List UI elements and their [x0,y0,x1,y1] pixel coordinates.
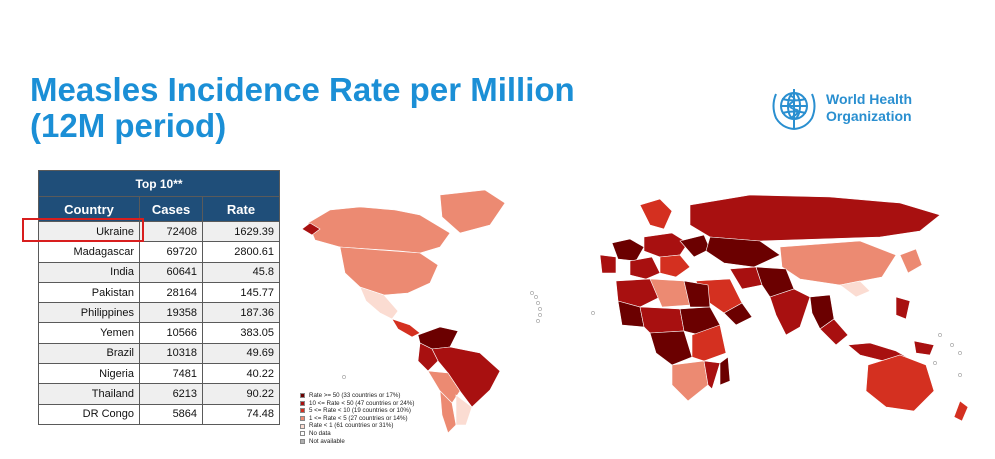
table-body: Ukraine 72408 1629.39 Madagascar 69720 2800.6… [38,220,280,425]
legend-swatch [300,393,305,399]
top10-table: Top 10** Country Cases Rate Ukraine 72408… [38,170,280,425]
legend-label: 5 <= Rate < 10 (19 countries or 10%) [309,407,411,415]
country-cell: Pakistan [38,281,140,304]
legend-label: 10 <= Rate < 50 (47 countries or 24%) [309,399,415,407]
table-row: Pakistan 28164 145.77 [38,281,280,304]
cases-cell: 10566 [138,322,204,344]
country-cell: Yemen [38,322,140,344]
country-cell: Thailand [38,383,140,405]
legend-item: Rate < 1 (61 countries or 31%) [300,422,414,430]
island-marker [534,295,538,299]
island-marker [342,375,346,379]
legend-item: 5 <= Rate < 10 (19 countries or 10%) [300,407,414,415]
rate-cell: 383.05 [202,322,280,344]
africa [615,278,731,402]
page-title: Measles Incidence Rate per Million (12M … [30,72,630,144]
legend-item: No data [300,430,414,438]
table-caption: Top 10** [38,170,280,197]
table-row: DR Congo 5864 74.48 [38,403,280,425]
legend-swatch [300,438,305,444]
country-cell: DR Congo [38,403,140,425]
south-america [417,326,501,434]
island-marker [958,373,962,377]
rate-cell: 45.8 [202,261,280,283]
legend-swatch [300,400,305,406]
title-line-1: Measles Incidence Rate per Million [30,71,575,108]
cases-cell: 6213 [138,383,204,405]
world-map [301,189,969,434]
island-marker [958,351,962,355]
table-row: Philippines 19358 187.36 [38,302,280,324]
cases-cell: 7481 [138,363,204,385]
who-logo-line-1: World Health [826,91,913,107]
island-marker [538,307,542,311]
island-marker [538,313,542,317]
table-row: Madagascar 69720 2800.61 [38,241,280,263]
rate-cell: 49.69 [202,342,280,365]
legend-label: Not available [309,437,345,445]
who-logo-text: World Health Organization [826,91,912,125]
oceania [865,340,969,422]
table-row: Nigeria 7481 40.22 [38,363,280,385]
table-row: Brazil 10318 49.69 [38,342,280,365]
country-cell: India [38,261,140,283]
island-marker [933,361,937,365]
who-emblem-icon [772,89,816,130]
island-marker [591,311,595,315]
island-marker [536,301,540,305]
rate-cell: 187.36 [202,302,280,324]
country-cell: Brazil [38,342,140,365]
cases-cell: 5864 [138,403,204,425]
europe [599,198,711,280]
cases-cell: 10318 [138,342,204,365]
map-legend: Rate >= 50 (33 countries or 17%) 10 <= Ra… [300,392,414,445]
title-line-2: (12M period) [30,107,227,144]
cases-cell: 28164 [138,281,204,304]
cases-cell: 72408 [138,220,204,243]
column-header-country: Country [38,196,140,222]
cases-cell: 60641 [138,261,204,283]
legend-item: Not available [300,438,414,446]
asia [689,194,941,362]
legend-swatch [300,431,305,437]
legend-label: No data [309,429,331,437]
ocean-islands [342,291,962,379]
legend-item: 10 <= Rate < 50 (47 countries or 24%) [300,400,414,408]
cases-cell: 69720 [138,241,204,263]
who-logo-line-2: Organization [826,108,912,124]
legend-item: Rate >= 50 (33 countries or 17%) [300,392,414,400]
rate-cell: 2800.61 [202,241,280,263]
legend-item: 1 <= Rate < 5 (27 countries or 14%) [300,415,414,423]
country-cell: Ukraine [38,220,140,243]
legend-label: 1 <= Rate < 5 (27 countries or 14%) [309,414,408,422]
rate-cell: 90.22 [202,383,280,405]
country-cell: Madagascar [38,241,140,263]
rate-cell: 145.77 [202,281,280,304]
table-row: India 60641 45.8 [38,261,280,283]
table-row: Yemen 10566 383.05 [38,322,280,344]
rate-cell: 74.48 [202,403,280,425]
island-marker [536,319,540,323]
legend-label: Rate < 1 (61 countries or 31%) [309,422,394,430]
table-row: Thailand 6213 90.22 [38,383,280,405]
legend-swatch [300,416,305,422]
legend-swatch [300,408,305,414]
country-cell: Nigeria [38,363,140,385]
north-america [301,206,451,338]
rate-cell: 40.22 [202,363,280,385]
island-marker [938,333,942,337]
column-header-cases: Cases [138,196,204,222]
legend-swatch [300,423,305,429]
legend-label: Rate >= 50 (33 countries or 17%) [309,392,401,399]
who-logo: World Health Organization [770,86,930,132]
greenland [439,189,506,234]
rate-cell: 1629.39 [202,220,280,243]
country-cell: Philippines [38,302,140,324]
highlight-box [22,218,144,242]
cases-cell: 19358 [138,302,204,324]
column-header-rate: Rate [202,196,280,222]
island-marker [530,291,534,295]
island-marker [950,343,954,347]
